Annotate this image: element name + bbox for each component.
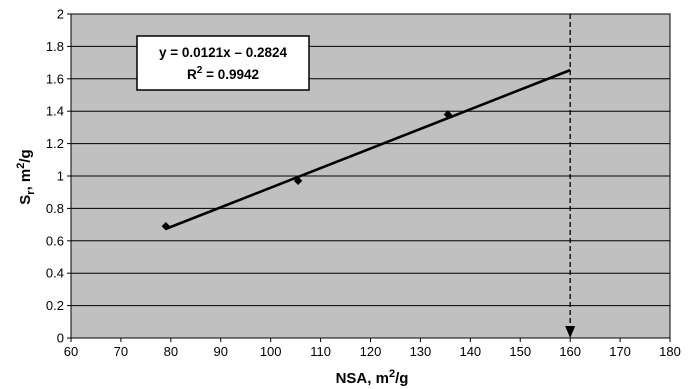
data-points — [161, 110, 453, 231]
data-point — [443, 110, 453, 119]
data-point — [161, 222, 171, 231]
x-tick-label: 60 — [64, 344, 78, 359]
x-tick-labels: 60 70 80 90 100 110 120 130 140 150 160 170 180 — [64, 338, 681, 359]
x-tick-label: 130 — [410, 344, 432, 359]
x-tick-label: 80 — [164, 344, 178, 359]
y-tick-label: 1 — [57, 169, 64, 184]
equation-box-frame — [136, 35, 310, 91]
x-tick-label: 100 — [260, 344, 282, 359]
y-tick-label: 1.6 — [46, 71, 64, 86]
x-tick-label: 150 — [509, 344, 531, 359]
marker-arrowhead — [565, 326, 576, 338]
x-tick-label: 90 — [214, 344, 228, 359]
y-tick-label: 0.4 — [46, 266, 64, 281]
y-tick-label: 0.8 — [46, 201, 64, 216]
x-tick-label: 70 — [114, 344, 128, 359]
y-tick-label: 1.4 — [46, 104, 64, 119]
equation-box: y = 0.0121x – 0.2824 R2 = 0.9942 — [136, 35, 310, 91]
y-tick-label: 2 — [57, 7, 64, 22]
trendline-group — [165, 68, 571, 231]
y-tick-label: 0.6 — [46, 233, 64, 248]
y-tick-label: 0 — [57, 331, 64, 346]
y-tick-label: 0.2 — [46, 298, 64, 313]
marker-line-group — [565, 14, 576, 338]
trendline — [165, 68, 571, 231]
y-tick-labels: 0 0.2 0.4 0.6 0.8 1 1.2 1.4 1.6 1.8 2 — [46, 7, 71, 346]
x-tick-label: 140 — [459, 344, 481, 359]
x-tick-label: 180 — [659, 344, 681, 359]
x-tick-label: 110 — [310, 344, 331, 359]
equation-text: y = 0.0121x – 0.2824 — [159, 45, 287, 60]
y-tick-label: 1.8 — [46, 39, 64, 54]
x-axis-title: NSA, m2/g — [336, 368, 409, 387]
x-tick-label: 120 — [360, 344, 382, 359]
r-squared-text: R2 = 0.9942 — [187, 65, 259, 82]
x-tick-label: 170 — [609, 344, 631, 359]
y-axis-title: Sr, m2/g — [15, 149, 37, 204]
y-tick-label: 1.2 — [46, 136, 64, 151]
x-tick-label: 160 — [559, 344, 581, 359]
data-point — [293, 176, 303, 186]
